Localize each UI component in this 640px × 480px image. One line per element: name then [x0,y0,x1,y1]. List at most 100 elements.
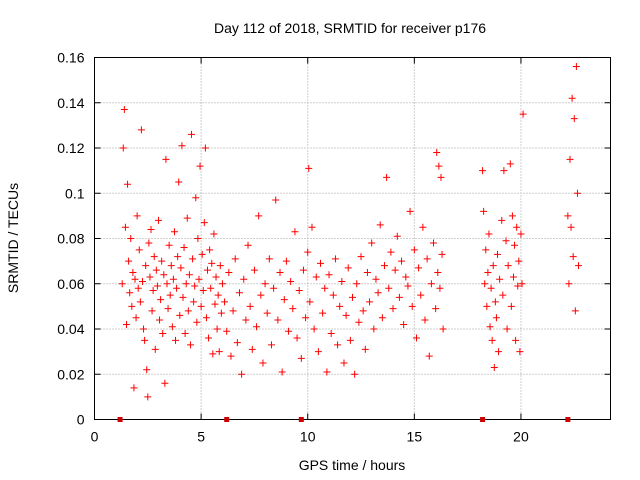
data-point [131,275,139,283]
data-point [571,307,579,315]
chart-title: Day 112 of 2018, SRMTID for receiver p17… [214,20,486,36]
data-point [499,291,507,299]
data-point [519,110,527,118]
data-point [182,280,190,288]
data-point [514,282,522,290]
data-point [344,264,352,272]
data-point [138,277,146,285]
data-point [122,320,130,328]
data-point [192,194,200,202]
data-point [272,196,280,204]
data-point [209,350,217,358]
data-point [190,298,198,306]
data-point [439,325,447,333]
data-point [297,354,305,362]
data-point [197,302,205,310]
data-point [126,289,134,297]
data-point [160,271,168,279]
data-point [132,314,140,322]
data-point [168,323,176,331]
data-point [136,298,144,306]
data-point [319,309,327,317]
data-point [436,284,444,292]
data-point [310,325,318,333]
data-point [427,280,435,288]
data-point [153,282,161,290]
data-point [161,379,169,387]
data-point [568,94,576,102]
y-tick-label: 0.06 [57,276,84,292]
data-point [387,248,395,256]
data-point [366,298,374,306]
data-point [118,280,126,288]
data-point [149,287,157,295]
data-point [517,230,525,238]
data-point [425,352,433,360]
data-point [513,223,521,231]
data-point [154,216,162,224]
data-point [158,257,166,265]
data-point [567,223,575,231]
data-point [169,275,177,283]
data-point [304,248,312,256]
data-point [500,167,508,175]
data-point [218,280,226,288]
data-point [484,268,492,276]
data-point [134,284,142,292]
data-point [198,250,206,258]
data-point [282,257,290,265]
data-point [200,219,208,227]
data-point [306,298,314,306]
data-point [372,275,380,283]
data-point [507,302,515,310]
data-point [305,164,313,172]
data-point [430,239,438,247]
data-point [400,320,408,328]
data-point [141,336,149,344]
data-point [564,212,572,220]
data-point [151,345,159,353]
data-point [317,259,325,267]
x-tick-label: 5 [197,429,205,445]
data-point [144,393,152,401]
data-point [486,323,494,331]
data-point [504,262,512,270]
data-point [196,162,204,170]
y-tick-label: 0.14 [57,95,84,111]
data-point [162,155,170,163]
data-point [435,162,443,170]
data-point [143,366,151,374]
data-point [570,115,578,123]
data-point [493,250,501,258]
data-point [479,167,487,175]
data-point [270,284,278,292]
data-point [133,212,141,220]
data-point [385,284,393,292]
data-point [490,363,498,371]
data-point [193,318,201,326]
data-point [211,300,219,308]
data-point [515,257,523,265]
data-point [417,291,425,299]
data-point [124,180,132,188]
data-point [201,144,209,152]
data-point [121,223,129,231]
data-point [208,259,216,267]
data-point [349,293,356,301]
data-point [213,325,221,333]
data-point [207,284,215,292]
data-point [508,212,516,220]
data-point [125,257,133,265]
data-point [334,341,342,349]
data-point [135,246,143,254]
y-tick-label: 0.04 [57,321,84,337]
data-point [177,264,185,272]
data-point [368,239,376,247]
data-point [481,280,489,288]
y-tick-label: 0 [77,412,85,428]
gap-markers [117,417,571,422]
data-point [408,302,416,310]
data-point [146,273,154,281]
data-point [488,336,496,344]
data-point [179,293,187,301]
